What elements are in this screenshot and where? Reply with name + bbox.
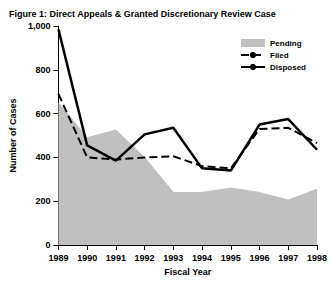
svg-text:Filed: Filed [270,51,289,60]
svg-text:0: 0 [45,240,50,250]
svg-text:1998: 1998 [307,253,327,263]
svg-text:1989: 1989 [48,253,68,263]
svg-text:200: 200 [35,196,50,206]
svg-text:1996: 1996 [250,253,270,263]
svg-text:Number of Cases: Number of Cases [8,98,18,172]
svg-text:1995: 1995 [221,253,241,263]
svg-text:Pending: Pending [270,39,302,48]
svg-text:Disposed: Disposed [270,63,306,72]
svg-text:1994: 1994 [192,253,212,263]
svg-text:800: 800 [35,65,50,75]
svg-text:400: 400 [35,152,50,162]
svg-text:1992: 1992 [135,253,155,263]
svg-text:1,000: 1,000 [28,21,51,31]
svg-text:1990: 1990 [77,253,97,263]
svg-text:Fiscal Year: Fiscal Year [164,267,211,277]
svg-text:600: 600 [35,109,50,119]
svg-text:1991: 1991 [106,253,126,263]
svg-text:1993: 1993 [163,253,183,263]
svg-text:Figure 1: Direct Appeals & Gra: Figure 1: Direct Appeals & Granted Discr… [9,9,276,19]
svg-text:1997: 1997 [278,253,298,263]
